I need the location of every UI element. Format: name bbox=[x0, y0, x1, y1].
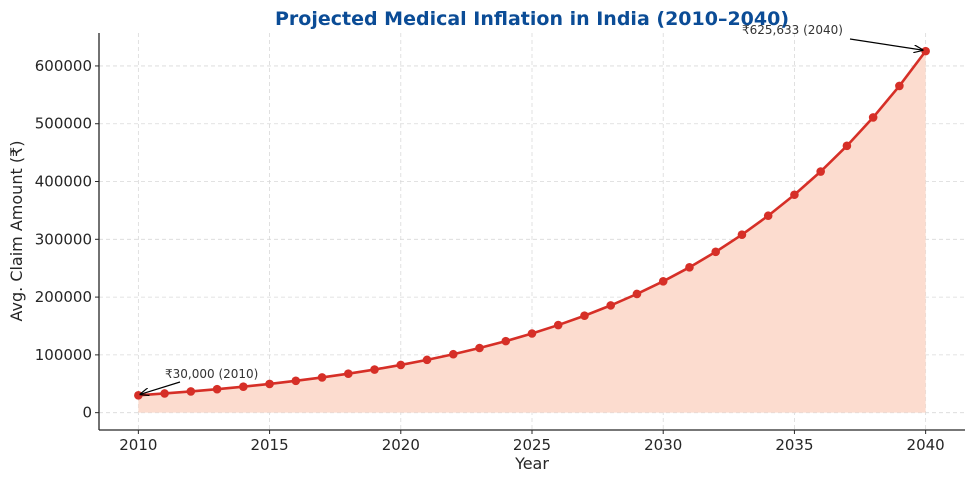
y-ticks: 0 100000 200000 300000 400000 500000 600000 bbox=[35, 57, 99, 422]
annotations: ₹30,000 (2010) ₹625,633 (2040) bbox=[140, 23, 922, 394]
data-point bbox=[711, 247, 720, 257]
data-point bbox=[291, 376, 301, 386]
annotation-start-label: ₹30,000 (2010) bbox=[165, 367, 258, 381]
data-point bbox=[816, 167, 825, 176]
data-point bbox=[921, 46, 930, 56]
x-tick-label: 2035 bbox=[775, 436, 813, 454]
data-point bbox=[134, 391, 143, 400]
x-tick-label: 2040 bbox=[907, 436, 945, 454]
data-point bbox=[501, 336, 511, 346]
data-point bbox=[685, 263, 694, 272]
x-axis-label: Year bbox=[514, 454, 549, 473]
x-ticks: 2010 2015 2020 2025 2030 2035 2040 bbox=[119, 430, 945, 454]
y-tick-label: 600000 bbox=[35, 57, 92, 75]
x-tick-label: 2025 bbox=[513, 436, 551, 454]
data-point bbox=[580, 311, 589, 321]
data-point bbox=[527, 329, 537, 338]
data-point bbox=[868, 113, 878, 122]
data-point bbox=[790, 190, 799, 200]
data-point bbox=[895, 81, 904, 91]
y-tick-label: 300000 bbox=[35, 230, 92, 248]
x-tick-label: 2015 bbox=[250, 436, 288, 454]
x-tick-label: 2030 bbox=[644, 436, 682, 454]
data-point bbox=[344, 369, 353, 378]
y-tick-label: 400000 bbox=[35, 173, 92, 191]
data-point bbox=[160, 389, 169, 398]
data-point bbox=[606, 301, 616, 310]
data-point bbox=[658, 277, 668, 286]
data-point bbox=[448, 349, 458, 359]
data-point bbox=[737, 230, 747, 239]
x-tick-label: 2020 bbox=[382, 436, 420, 454]
data-point bbox=[396, 360, 406, 370]
y-tick-label: 200000 bbox=[35, 288, 92, 306]
data-point bbox=[553, 320, 563, 330]
data-point bbox=[212, 384, 222, 394]
data-point bbox=[422, 355, 432, 365]
y-tick-label: 0 bbox=[82, 404, 92, 422]
data-point bbox=[842, 141, 852, 151]
y-axis-label: Avg. Claim Amount (₹) bbox=[7, 141, 26, 322]
annotation-end-label: ₹625,633 (2040) bbox=[742, 23, 843, 37]
data-point bbox=[265, 379, 274, 389]
y-tick-label: 500000 bbox=[35, 115, 92, 133]
area-fill bbox=[138, 51, 926, 413]
data-point bbox=[370, 365, 379, 374]
y-tick-label: 100000 bbox=[35, 346, 92, 364]
data-point bbox=[239, 382, 248, 391]
x-tick-label: 2010 bbox=[119, 436, 157, 454]
annotation-start-arrow bbox=[140, 381, 181, 394]
chart-title: Projected Medical Inflation in India (20… bbox=[275, 8, 789, 30]
data-point bbox=[632, 289, 642, 299]
data-point bbox=[763, 211, 773, 221]
data-points bbox=[134, 46, 930, 400]
annotation-end-arrow bbox=[849, 38, 923, 50]
data-point bbox=[317, 373, 327, 382]
data-point bbox=[186, 387, 196, 396]
data-point bbox=[475, 343, 484, 353]
